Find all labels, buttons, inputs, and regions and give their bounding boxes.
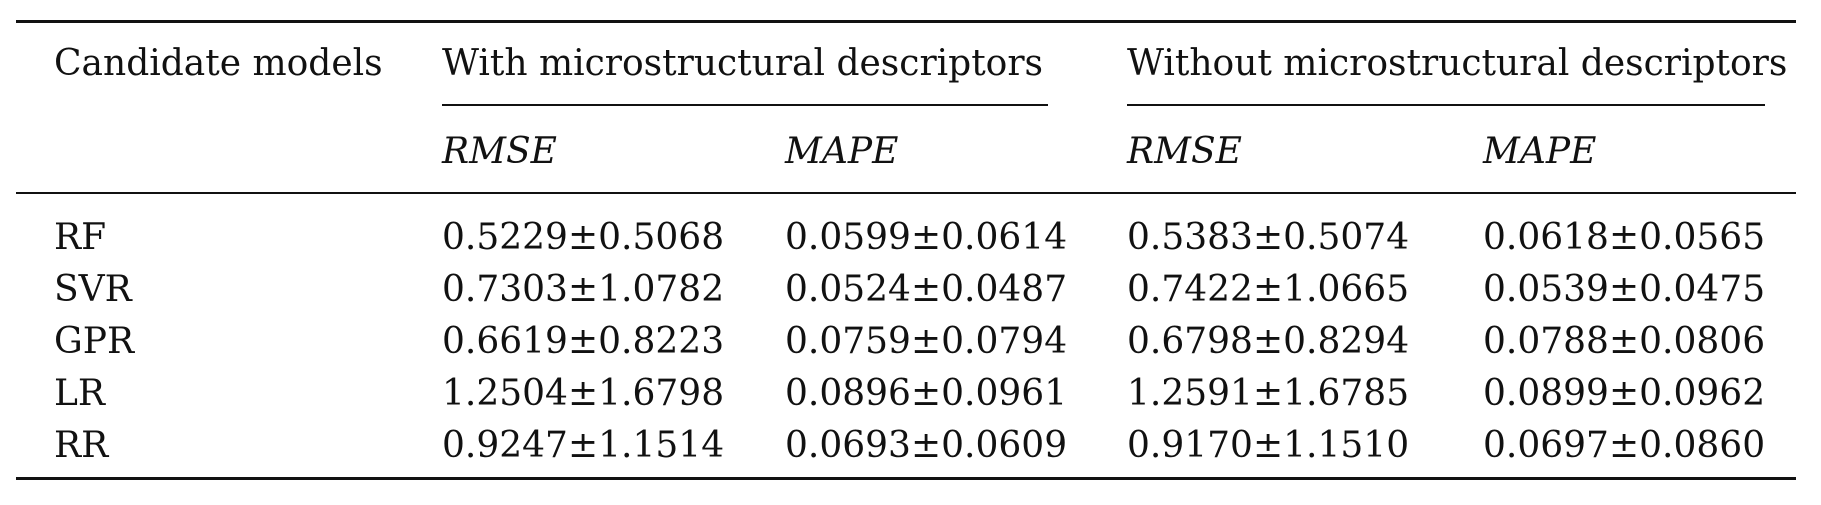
table-row-model: RF bbox=[54, 217, 107, 258]
table-cell: 0.0896±0.0961 bbox=[785, 373, 1068, 414]
table-top-rule bbox=[16, 20, 1796, 23]
table-row-model: GPR bbox=[54, 321, 135, 362]
table-cell: 0.0899±0.0962 bbox=[1483, 373, 1766, 414]
table-cell: 0.5229±0.5068 bbox=[442, 217, 725, 258]
group-rule-without-descriptors bbox=[1127, 104, 1765, 106]
table-cell: 0.9170±1.1510 bbox=[1127, 425, 1410, 466]
table-cell: 0.0759±0.0794 bbox=[785, 321, 1068, 362]
table-cell: 0.6798±0.8294 bbox=[1127, 321, 1410, 362]
table-row-model: SVR bbox=[54, 269, 132, 310]
table-cell: 0.0524±0.0487 bbox=[785, 269, 1068, 310]
subheader-rmse-without: RMSE bbox=[1127, 131, 1242, 172]
model-column-header: Candidate models bbox=[54, 43, 383, 84]
table-cell: 0.6619±0.8223 bbox=[442, 321, 725, 362]
table-header-rule bbox=[16, 192, 1796, 194]
table-cell: 0.0539±0.0475 bbox=[1483, 269, 1766, 310]
subheader-mape-with: MAPE bbox=[785, 131, 899, 172]
table-cell: 0.0618±0.0565 bbox=[1483, 217, 1766, 258]
table-cell: 0.7303±1.0782 bbox=[442, 269, 725, 310]
table-cell: 0.0693±0.0609 bbox=[785, 425, 1068, 466]
group-rule-with-descriptors bbox=[442, 104, 1048, 106]
table-cell: 0.5383±0.5074 bbox=[1127, 217, 1410, 258]
group-header-with-descriptors: With microstructural descriptors bbox=[442, 43, 1044, 84]
subheader-rmse-with: RMSE bbox=[442, 131, 557, 172]
table-row-model: RR bbox=[54, 425, 109, 466]
group-header-without-descriptors: Without microstructural descriptors bbox=[1127, 43, 1788, 84]
table-cell: 0.0599±0.0614 bbox=[785, 217, 1068, 258]
table-bottom-rule bbox=[16, 477, 1796, 480]
table-cell: 0.0788±0.0806 bbox=[1483, 321, 1766, 362]
table-cell: 0.9247±1.1514 bbox=[442, 425, 725, 466]
table-row-model: LR bbox=[54, 373, 106, 414]
table-cell: 1.2591±1.6785 bbox=[1127, 373, 1410, 414]
subheader-mape-without: MAPE bbox=[1483, 131, 1597, 172]
table-cell: 0.7422±1.0665 bbox=[1127, 269, 1410, 310]
table-cell: 0.0697±0.0860 bbox=[1483, 425, 1766, 466]
table-cell: 1.2504±1.6798 bbox=[442, 373, 725, 414]
